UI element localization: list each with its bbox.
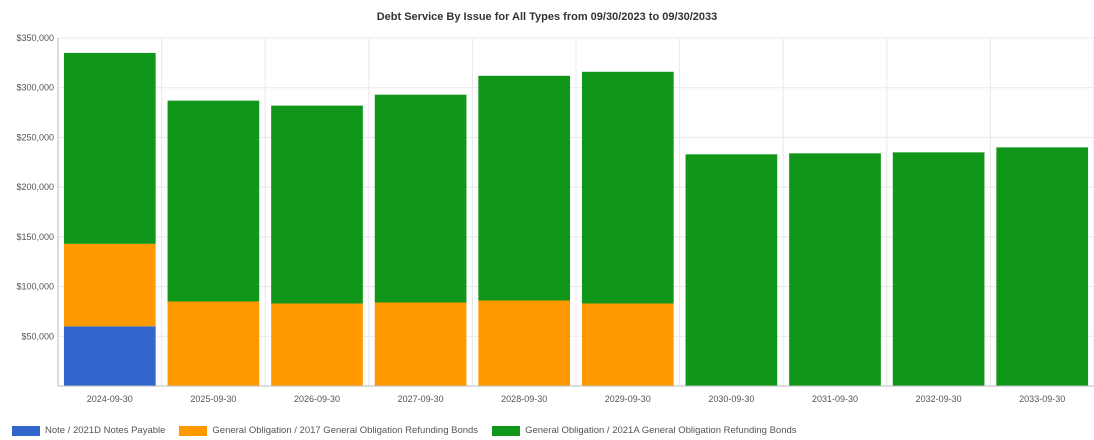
bar-segment-3[interactable] [581,71,674,304]
bar-segment-2[interactable] [271,303,363,386]
bar-segment-3[interactable] [789,153,881,386]
bar-segment-3[interactable] [892,152,985,386]
bar-segment-2[interactable] [374,302,467,386]
x-tick-label: 2024-09-30 [87,394,133,404]
y-tick-label: $100,000 [16,282,54,292]
bar-segment-3[interactable] [478,75,571,301]
x-tick-label: 2027-09-30 [398,394,444,404]
x-tick-label: 2033-09-30 [1019,394,1065,404]
bar-segment-2[interactable] [63,243,156,327]
y-tick-label: $350,000 [16,33,54,43]
y-tick-label: $50,000 [21,331,54,341]
legend-label: General Obligation / 2021A General Oblig… [525,425,797,436]
x-tick-label: 2025-09-30 [190,394,236,404]
bar-segment-2[interactable] [581,303,674,386]
legend-swatch [12,425,40,436]
bar-segment-2[interactable] [478,300,571,386]
x-tick-label: 2031-09-30 [812,394,858,404]
bar-segment-3[interactable] [374,94,467,303]
x-tick-label: 2029-09-30 [605,394,651,404]
legend-swatch [492,425,521,436]
y-tick-label: $300,000 [16,83,54,93]
bar-segment-1[interactable] [63,326,156,386]
y-tick-label: $200,000 [16,182,54,192]
bar-segment-3[interactable] [271,105,363,304]
y-tick-label: $150,000 [16,232,54,242]
chart-title: Debt Service By Issue for All Types from… [377,11,718,23]
legend-swatch [179,425,208,436]
bar-segment-3[interactable] [685,154,778,386]
bar-segment-3[interactable] [167,100,260,302]
x-tick-label: 2032-09-30 [916,394,962,404]
legend-label: General Obligation / 2017 General Obliga… [212,425,479,436]
legend-item-notes[interactable]: Note / 2021D Notes Payable [12,425,165,436]
bar-segment-2[interactable] [167,301,260,386]
legend-item-2017-bonds[interactable]: General Obligation / 2017 General Obliga… [179,425,478,436]
x-tick-label: 2028-09-30 [501,394,547,404]
x-tick-label: 2026-09-30 [294,394,340,404]
y-tick-label: $250,000 [16,132,54,142]
axis-layer: $50,000 $100,000 $150,000 $200,000 $250,000 $… [16,33,1094,404]
chart: Debt Service By Issue for All Types from… [16,11,1094,404]
x-tick-label: 2030-09-30 [708,394,754,404]
bar-segment-3[interactable] [63,52,156,244]
bar-segment-3[interactable] [996,147,1089,386]
legend-item-2021a-bonds[interactable]: General Obligation / 2021A General Oblig… [492,425,797,436]
legend: Note / 2021D Notes Payable General Oblig… [12,425,797,436]
legend-label: Note / 2021D Notes Payable [45,425,166,436]
bars-layer [63,52,1089,386]
